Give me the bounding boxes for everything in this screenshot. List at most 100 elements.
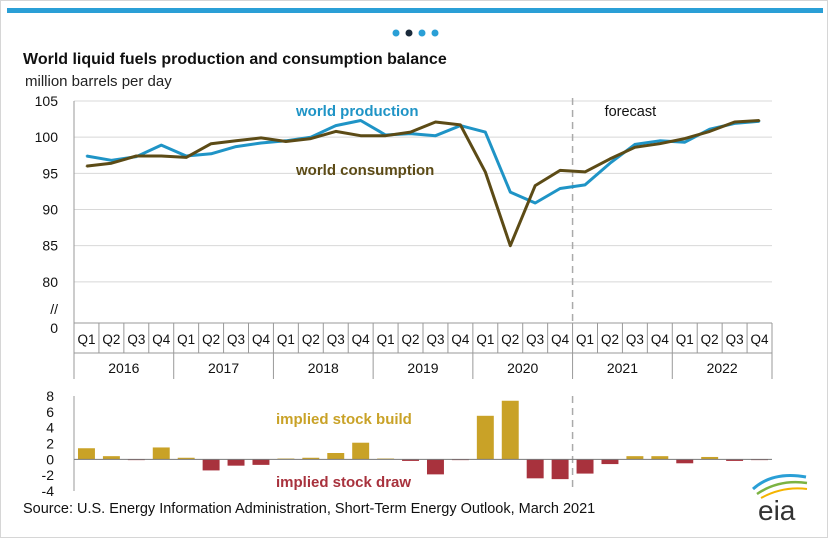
eia-logo: eia [751, 474, 808, 526]
stock-build-bar [152, 447, 170, 460]
production-point [659, 139, 661, 142]
x-tick-label: Q4 [451, 332, 470, 347]
pager-dot[interactable] [431, 29, 439, 37]
consumption-point [609, 158, 611, 160]
stock-build-label: implied stock build [276, 411, 412, 428]
stock-draw-bar [202, 459, 220, 471]
production-point [534, 202, 536, 204]
consumption-point [260, 137, 262, 139]
bar-y-tick-label: 8 [46, 388, 54, 404]
bar-y-tick-label: 4 [46, 420, 54, 436]
y-tick-label: 100 [35, 129, 59, 145]
stock-build-bar [651, 456, 669, 460]
consumption-point [559, 169, 561, 172]
year-label: 2018 [308, 360, 339, 376]
pager-dot[interactable] [392, 29, 400, 37]
stock-build-bar [626, 456, 644, 460]
series-label-world-consumption: world consumption [295, 162, 434, 179]
x-tick-label: Q2 [202, 332, 220, 347]
x-tick-label: Q4 [352, 332, 371, 347]
x-tick-label: Q3 [426, 332, 444, 347]
logo-swoosh-blue-icon [751, 474, 807, 491]
x-tick-label: Q1 [177, 332, 195, 347]
series-label-world-production: world production [295, 103, 418, 120]
y-tick-label: 85 [42, 238, 58, 254]
year-label: 2017 [208, 360, 239, 376]
forecast-label: forecast [605, 104, 657, 120]
source-note: Source: U.S. Energy Information Administ… [23, 501, 595, 517]
consumption-point [359, 134, 362, 137]
production-point [609, 162, 611, 165]
production-point [210, 153, 212, 155]
production-point [160, 144, 163, 146]
stock-draw-bar [526, 459, 544, 479]
series-line-world-production [86, 119, 760, 205]
consumption-point [384, 134, 387, 137]
x-tick-label: Q4 [651, 332, 670, 347]
production-point [235, 145, 237, 148]
year-label: 2020 [507, 360, 538, 376]
consumption-point [85, 165, 88, 167]
x-tick-label: Q1 [77, 332, 95, 347]
top-accent-bar [7, 8, 823, 13]
pager-dot[interactable] [405, 29, 413, 37]
x-tick-label: Q1 [277, 332, 295, 347]
consumption-point [733, 121, 736, 123]
stock-draw-bar [402, 459, 420, 461]
consumption-point [135, 155, 138, 157]
stock-build-bar [77, 448, 95, 460]
x-tick-label: Q4 [751, 332, 770, 347]
consumption-point [334, 130, 337, 133]
x-tick-label: Q3 [227, 332, 245, 347]
year-label: 2019 [407, 360, 438, 376]
stock-build-bar [302, 457, 320, 460]
stock-draw-bar [551, 459, 569, 480]
consumption-point [285, 140, 287, 143]
y-tick-label: 80 [42, 274, 58, 290]
x-tick-label: Q3 [327, 332, 345, 347]
bar-y-tick-label: -2 [42, 467, 55, 483]
production-point [260, 142, 262, 144]
x-tick-label: Q3 [726, 332, 744, 347]
consumption-point [634, 146, 636, 149]
x-tick-label: Q3 [626, 332, 644, 347]
year-label: 2021 [607, 360, 638, 376]
x-tick-label: Q3 [526, 332, 544, 347]
logo-swoosh-green-icon [756, 480, 808, 496]
bar-y-tick-label: 6 [46, 404, 54, 420]
y-zero-label: 0 [50, 320, 58, 336]
production-point [708, 128, 711, 131]
x-tick-label: Q4 [551, 332, 570, 347]
year-label: 2022 [707, 360, 738, 376]
stock-draw-bar [676, 459, 694, 464]
bar-y-tick-label: 0 [46, 451, 54, 467]
production-point [85, 155, 88, 157]
stock-build-bar [476, 415, 494, 460]
pager-dot[interactable] [418, 29, 426, 37]
consumption-point [708, 130, 711, 133]
production-point [434, 134, 437, 137]
x-tick-label: Q1 [576, 332, 594, 347]
production-point [559, 187, 561, 190]
consumption-point [110, 162, 113, 165]
production-point [359, 119, 362, 122]
stock-build-bar [701, 456, 719, 460]
x-tick-label: Q3 [127, 332, 145, 347]
y-tick-label: 105 [35, 93, 59, 109]
production-point [584, 184, 586, 186]
production-point [634, 143, 636, 146]
x-tick-label: Q1 [476, 332, 494, 347]
x-tick-label: Q2 [501, 332, 519, 347]
stock-draw-bar [576, 459, 594, 474]
consumption-point [235, 139, 237, 142]
logo-swoosh-yellow-icon [760, 487, 808, 499]
x-tick-label: Q2 [601, 332, 619, 347]
consumption-point [434, 121, 437, 123]
consumption-point [659, 142, 661, 145]
consumption-point [160, 155, 163, 157]
production-point [683, 141, 686, 144]
production-point [110, 159, 113, 162]
consumption-point [534, 184, 536, 187]
stock-build-bar [177, 457, 195, 460]
